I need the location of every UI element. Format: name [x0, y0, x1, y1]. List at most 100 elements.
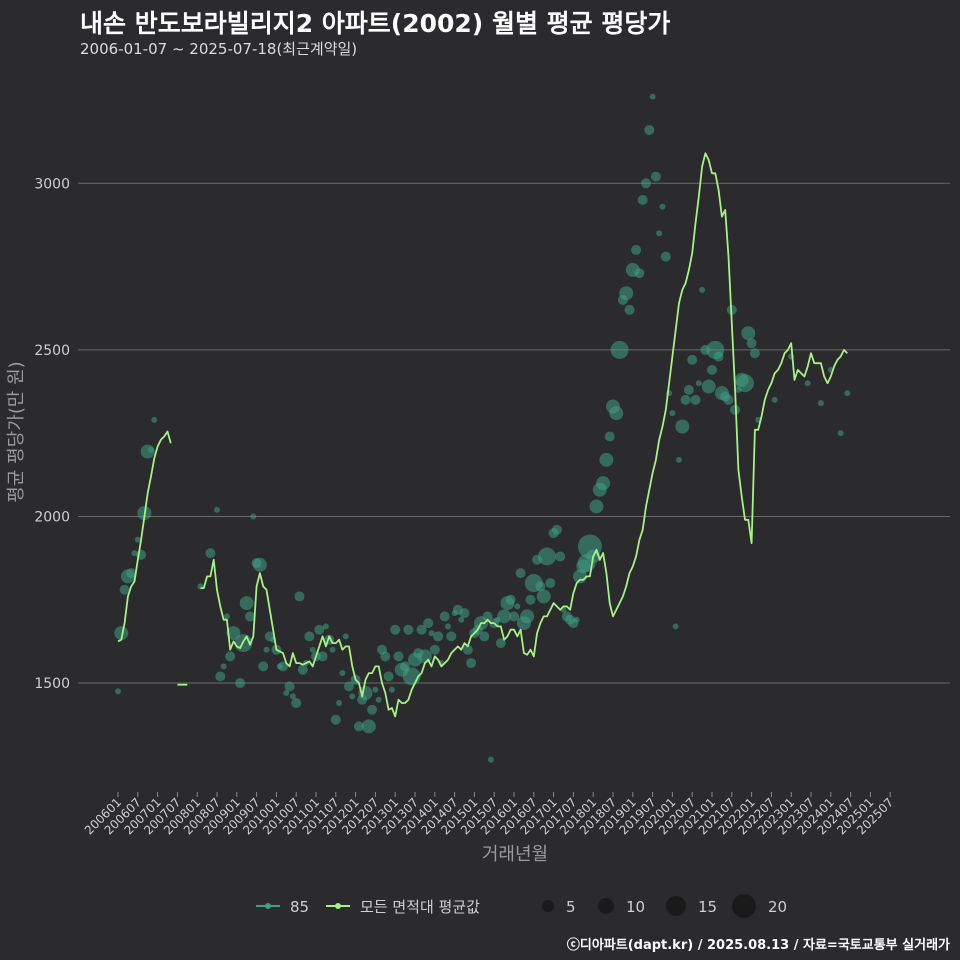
- data-point: [220, 663, 227, 670]
- data-point: [390, 624, 401, 635]
- data-point: [393, 651, 404, 662]
- data-point: [225, 651, 236, 662]
- data-point: [416, 624, 427, 635]
- data-point: [214, 506, 220, 513]
- data-point: [226, 626, 241, 641]
- data-point: [235, 678, 246, 689]
- data-point: [336, 700, 343, 707]
- data-point: [680, 394, 691, 405]
- chart-title: 내손 반도보라빌리지2 아파트(2002) 월별 평균 평당가: [80, 9, 671, 38]
- data-point: [736, 374, 754, 393]
- data-point: [555, 551, 566, 562]
- legend-size-marker: [666, 896, 686, 916]
- data-point: [683, 384, 694, 395]
- data-point: [669, 410, 676, 417]
- average-line: [117, 152, 848, 718]
- data-point: [439, 611, 450, 622]
- data-point: [375, 696, 382, 703]
- data-point: [624, 304, 635, 315]
- data-point: [675, 419, 690, 434]
- data-point: [361, 719, 376, 734]
- data-point: [495, 638, 506, 649]
- data-point: [701, 379, 716, 394]
- y-tick-label: 2500: [34, 343, 70, 359]
- legend-85-marker: [265, 903, 271, 909]
- data-point: [380, 651, 391, 662]
- average-line-segment-2: [200, 152, 848, 718]
- data-point: [634, 268, 645, 279]
- data-point: [330, 714, 341, 725]
- data-point: [263, 646, 270, 653]
- data-point: [551, 524, 562, 535]
- data-point: [433, 631, 444, 642]
- y-tick-label: 2000: [34, 509, 70, 525]
- data-point: [649, 93, 656, 100]
- data-point: [699, 286, 706, 293]
- data-point: [297, 664, 308, 675]
- data-point: [294, 591, 305, 602]
- data-point: [687, 354, 698, 365]
- data-point: [637, 194, 648, 205]
- y-tick-labels: 1500 2000 2500 3000: [34, 176, 70, 692]
- data-point: [690, 394, 701, 405]
- data-point: [428, 630, 435, 637]
- data-point: [525, 594, 536, 605]
- data-point: [115, 688, 121, 695]
- data-point: [429, 644, 440, 655]
- data-point: [619, 286, 634, 301]
- data-point: [520, 609, 535, 624]
- legend: 85 모든 면적대 평균값 5 10 15 20: [256, 894, 787, 918]
- data-point: [148, 446, 154, 453]
- data-point: [258, 661, 269, 672]
- data-point: [445, 623, 451, 630]
- legend-size-marker: [598, 898, 614, 914]
- data-point: [746, 338, 757, 349]
- data-point: [482, 611, 493, 622]
- data-point: [509, 611, 519, 622]
- data-point: [604, 431, 615, 442]
- data-point: [344, 681, 354, 692]
- data-point: [723, 394, 734, 405]
- data-point: [515, 568, 526, 579]
- data-point: [631, 244, 642, 255]
- data-point: [610, 340, 629, 359]
- data-point: [837, 430, 844, 437]
- y-axis-title: 평균 평당가(만 원): [6, 361, 27, 502]
- y-tick-label: 3000: [34, 176, 70, 192]
- data-point: [205, 548, 216, 559]
- data-point: [599, 452, 614, 467]
- data-point: [741, 326, 756, 341]
- data-point: [215, 671, 226, 682]
- data-point: [329, 646, 336, 653]
- data-point: [466, 658, 477, 669]
- data-point: [289, 693, 296, 700]
- data-point: [314, 624, 325, 635]
- chart-subtitle: 2006-01-07 ~ 2025-07-18(최근계약일): [80, 40, 358, 58]
- data-point: [223, 613, 230, 620]
- data-point: [545, 578, 556, 589]
- data-point: [462, 644, 473, 655]
- data-point: [403, 624, 414, 635]
- legend-size-label: 10: [626, 898, 645, 916]
- data-point: [487, 756, 494, 763]
- data-point: [650, 171, 661, 182]
- data-point: [497, 609, 512, 624]
- data-point: [317, 651, 328, 662]
- x-tick-labels: 2006012006072007012007072008012008072009…: [82, 792, 896, 838]
- average-line-segment-0: [117, 430, 172, 643]
- data-point: [573, 616, 580, 623]
- data-point: [505, 594, 516, 605]
- data-point: [771, 396, 778, 403]
- data-point: [284, 681, 295, 692]
- legend-size-marker: [542, 900, 554, 912]
- legend-size-label: 20: [768, 898, 787, 916]
- x-axis-title: 거래년월: [482, 844, 548, 865]
- data-point: [309, 646, 316, 653]
- data-point: [250, 513, 257, 520]
- data-point: [114, 626, 129, 641]
- data-point: [131, 550, 138, 557]
- data-point: [339, 670, 346, 677]
- data-point: [479, 631, 490, 642]
- data-point: [388, 686, 395, 693]
